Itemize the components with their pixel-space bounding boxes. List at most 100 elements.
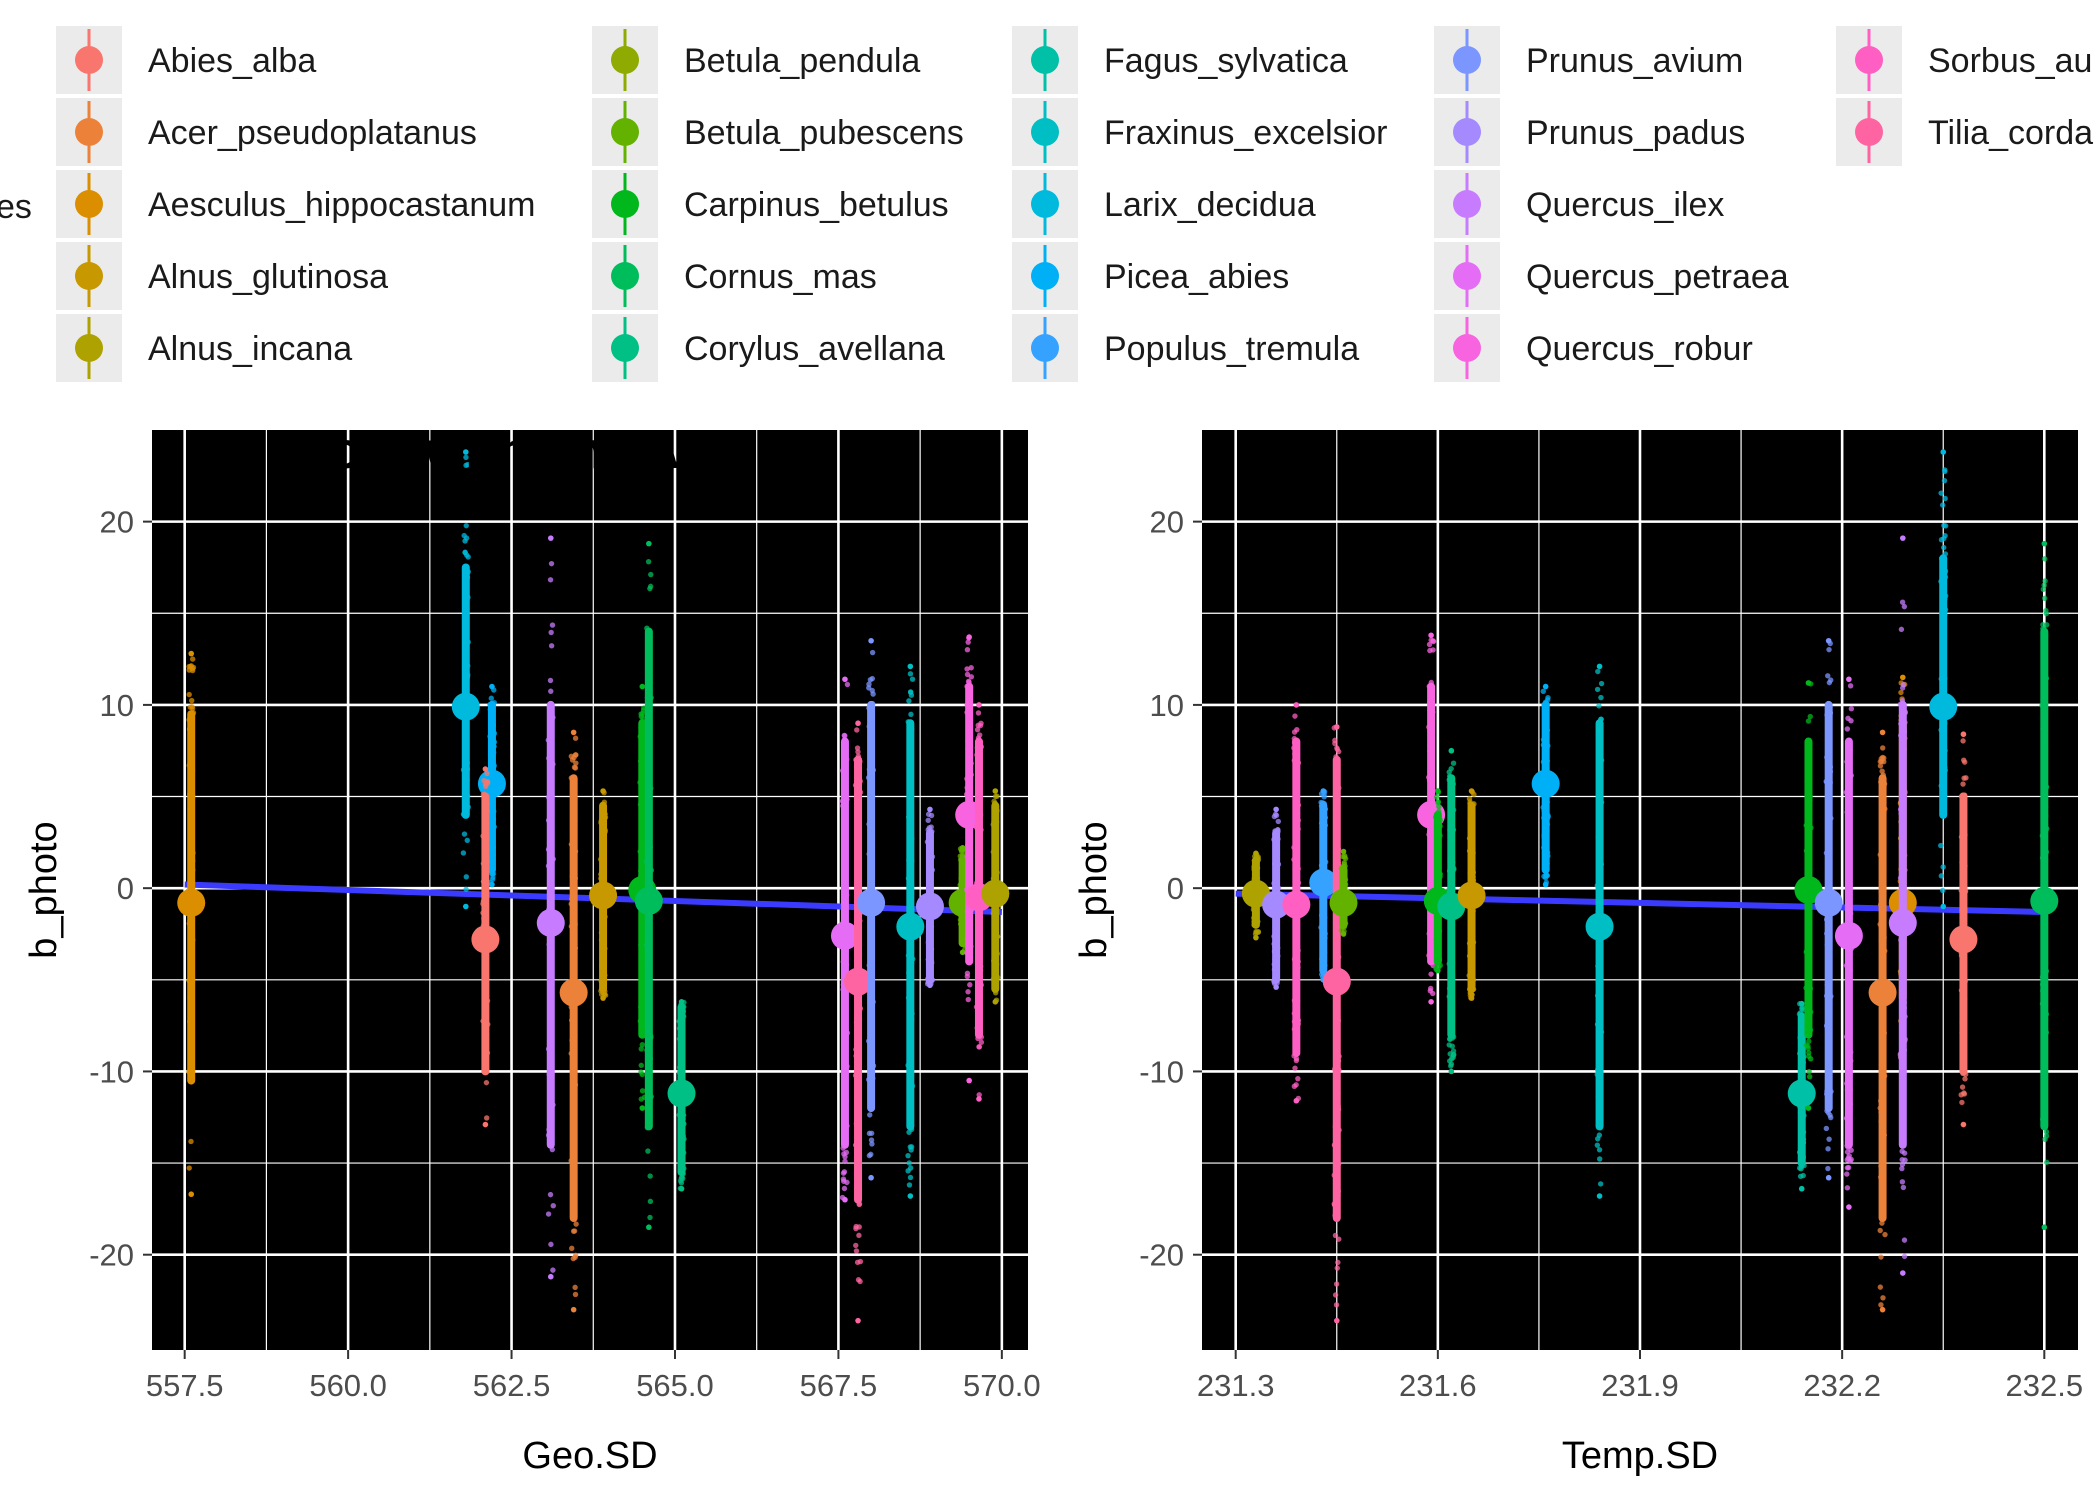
draw-point [1962, 1076, 1968, 1082]
draw-point [1342, 853, 1348, 859]
draw-point [2042, 595, 2048, 602]
draw-point [1825, 1146, 1831, 1152]
draw-point [463, 874, 470, 880]
draw-point-min [1798, 1185, 1805, 1192]
draw-point-max [1900, 674, 1906, 681]
draw-point [1334, 745, 1340, 751]
legend: es Abies_alba Acer_pseudoplatanus Aesculus… [0, 26, 2093, 382]
draw-point [572, 1291, 579, 1298]
draw-point [1595, 668, 1601, 675]
series-fraxinus_excelsior [896, 663, 925, 1199]
draw-point [1940, 502, 1946, 508]
draw-point [1901, 1237, 1908, 1243]
draw-point [964, 970, 971, 977]
axes: 231.3 231.6 231.9 232.2 232.5 -20 -10 0 10 20 [1139, 505, 2083, 1403]
mean-point [1531, 769, 1560, 798]
draw-point-max [1340, 848, 1347, 855]
mean-point [1787, 1079, 1816, 1108]
draw-point [2044, 622, 2050, 628]
draw-point [1901, 1253, 1908, 1260]
series-abies_alba [471, 766, 500, 1128]
x-tick-label: 570.0 [963, 1368, 1041, 1403]
draw-point [1940, 887, 1946, 894]
draw-point [1595, 1136, 1601, 1142]
draw-point [548, 560, 555, 567]
draw-point [905, 1168, 911, 1174]
draw-point-max [482, 766, 489, 772]
draw-point [906, 698, 912, 704]
draw-point-min [1825, 1174, 1832, 1181]
series-acer_pseudoplatanus [559, 729, 588, 1313]
draw-point [841, 1169, 848, 1175]
draw-point-min [646, 1224, 652, 1231]
mean-point [1949, 925, 1978, 954]
draw-point-max [1805, 680, 1812, 686]
y-tick-label: 0 [1167, 871, 1184, 906]
series-larix_decidua [451, 449, 480, 910]
draw-point [573, 1221, 579, 1227]
legend-key-point [1031, 46, 1059, 74]
draw-point [1898, 626, 1905, 633]
legend-key-point [611, 262, 639, 290]
legend-item: Prunus_padus [1434, 98, 1745, 166]
legend-item: Betula_pubescens [592, 98, 964, 166]
legend-label: Tilia_corda [1928, 114, 2093, 152]
draw-point [572, 1284, 578, 1291]
draw-point [2043, 1129, 2050, 1135]
draw-point [1877, 763, 1884, 769]
draw-point [1430, 638, 1437, 645]
y-tick-label: -10 [1139, 1054, 1184, 1089]
mean-point [559, 978, 588, 1007]
draw-point [1291, 729, 1298, 735]
draw-point-min [1846, 1204, 1852, 1210]
draw-point [647, 1214, 653, 1221]
draw-point [2040, 586, 2047, 593]
legend-title: es [0, 188, 32, 226]
draw-point [1436, 803, 1442, 810]
draw-point-min [1435, 967, 1441, 974]
draw-point [639, 1088, 646, 1094]
draw-point [638, 1062, 644, 1069]
mean-point [1322, 967, 1351, 996]
draw-point [648, 571, 654, 578]
legend-item: Quercus_petraea [1434, 242, 1789, 310]
draw-point [572, 735, 579, 741]
draw-point-max [842, 676, 848, 683]
data-marks [177, 449, 1010, 1324]
draw-point-min [1253, 934, 1259, 941]
draw-point [1450, 1052, 1457, 1058]
draw-point [461, 831, 468, 837]
draw-point [964, 666, 970, 672]
draw-point [1899, 1161, 1906, 1168]
x-tick-label: 557.5 [146, 1368, 224, 1403]
x-tick-label: 562.5 [473, 1368, 551, 1403]
draw-point [1941, 535, 1947, 542]
x-tick-label: 232.2 [1803, 1368, 1881, 1403]
draw-point [545, 1211, 552, 1217]
draw-point-min [188, 1191, 195, 1198]
legend-key-point [1031, 262, 1059, 290]
draw-point [1961, 775, 1967, 781]
y-tick-label: -10 [89, 1054, 134, 1089]
draw-point [841, 1185, 848, 1192]
draw-point [1844, 1185, 1851, 1191]
draw-point [853, 1248, 860, 1254]
draw-point [1336, 1236, 1342, 1242]
draw-point [857, 1278, 863, 1285]
grid-lines [1202, 430, 2078, 1350]
draw-point [460, 850, 467, 856]
draw-point-min [959, 949, 966, 956]
draw-point-max [646, 540, 652, 547]
mean-point [536, 908, 565, 937]
legend-label: Carpinus_betulus [684, 186, 949, 224]
mean-point [1794, 876, 1823, 904]
x-tick-label: 232.5 [2006, 1368, 2084, 1403]
draw-point [2042, 556, 2048, 562]
draw-point-min [927, 982, 933, 989]
series-quercus_petraea [830, 676, 859, 1203]
legend-item: Abies_alba [56, 26, 316, 94]
draw-point [853, 1242, 859, 1249]
draw-point [548, 1241, 554, 1248]
draw-point-max [462, 449, 469, 455]
x-tick-label: 231.3 [1197, 1368, 1275, 1403]
